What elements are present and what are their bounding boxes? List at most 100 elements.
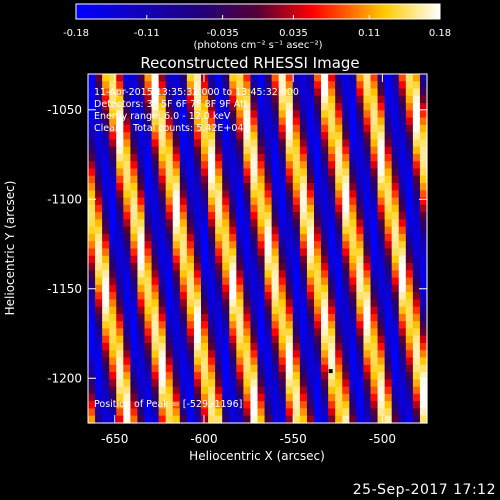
heatmap-cell [165, 204, 174, 213]
heatmap-cell [335, 124, 343, 133]
heatmap-cell [292, 321, 301, 330]
heatmap-cell [179, 328, 188, 337]
heatmap-cell [215, 306, 223, 315]
heatmap-cell [172, 212, 181, 221]
heatmap-cell [299, 233, 308, 242]
heatmap-cell [306, 117, 315, 126]
heatmap-cell [384, 284, 393, 293]
heatmap-cell [419, 248, 428, 257]
heatmap-cell [398, 263, 407, 271]
heatmap-cell [398, 335, 407, 344]
heatmap-cell [285, 183, 294, 191]
heatmap-cell [292, 393, 301, 402]
heatmap-cell [314, 313, 322, 322]
heatmap-cell [208, 328, 216, 337]
heatmap-cell [179, 233, 188, 242]
heatmap-cell [130, 197, 139, 206]
heatmap-cell [165, 343, 174, 351]
heatmap-cell [335, 139, 343, 148]
heatmap-cell [193, 168, 202, 177]
heatmap-cell [306, 74, 315, 82]
heatmap-cell [236, 197, 244, 206]
heatmap-cell [158, 233, 167, 242]
heatmap-cell [95, 364, 103, 373]
heatmap-cell [398, 248, 407, 257]
heatmap-cell [419, 255, 428, 264]
heatmap-cell [130, 81, 139, 90]
heatmap-cell [271, 190, 280, 199]
heatmap-cell [109, 124, 117, 133]
heatmap-cell [186, 255, 195, 264]
heatmap-cell [419, 183, 428, 191]
heatmap-cell [186, 263, 195, 271]
heatmap-cell [229, 190, 237, 199]
heatmap-cell [299, 343, 308, 351]
heatmap-cell [292, 364, 301, 373]
heatmap-cell [250, 263, 259, 271]
heatmap-cell [391, 306, 400, 315]
heatmap-cell [236, 212, 244, 221]
heatmap-cell [208, 408, 216, 417]
heatmap-cell [419, 292, 428, 300]
heatmap-cell [257, 103, 266, 111]
heatmap-cell [405, 372, 414, 380]
heatmap-cell [193, 88, 202, 97]
heatmap-cell [377, 233, 386, 242]
heatmap-cell [130, 386, 139, 395]
heatmap-cell [229, 299, 237, 308]
heatmap-cell [236, 357, 244, 366]
heatmap-cell [299, 270, 308, 279]
heatmap-cell [391, 401, 400, 410]
heatmap-cell [342, 153, 350, 162]
heatmap-cell [250, 132, 259, 141]
heatmap-cell [264, 372, 273, 380]
heatmap-cell [398, 364, 407, 373]
heatmap-cell [398, 197, 407, 206]
heatmap-cell [243, 263, 252, 271]
heatmap-cell [398, 277, 407, 286]
heatmap-cell [95, 357, 103, 366]
heatmap-cell [186, 292, 195, 300]
heatmap-cell [116, 226, 124, 235]
heatmap-cell [208, 88, 216, 97]
heatmap-cell [370, 313, 379, 322]
heatmap-cell [363, 248, 372, 257]
heatmap-cell [144, 321, 153, 330]
heatmap-cell [342, 139, 350, 148]
heatmap-cell [292, 255, 301, 264]
heatmap-cell [292, 248, 301, 257]
heatmap-cell [370, 197, 379, 206]
heatmap-cell [123, 393, 131, 402]
heatmap-cell [229, 306, 237, 315]
heatmap-cell [321, 364, 329, 373]
heatmap-cell [271, 277, 280, 286]
heatmap-cell [179, 132, 188, 141]
heatmap-cell [271, 350, 280, 359]
heatmap-cell [116, 393, 124, 402]
heatmap-cell [243, 321, 252, 330]
heatmap-cell [215, 284, 223, 293]
heatmap-cell [314, 372, 322, 380]
heatmap-cell [314, 74, 322, 82]
heatmap-cell [349, 255, 357, 264]
heatmap-cell [278, 335, 287, 344]
heatmap-cell [165, 190, 174, 199]
heatmap-cell [363, 401, 372, 410]
heatmap-cell [391, 313, 400, 322]
heatmap-cell [419, 88, 428, 97]
heatmap-cell [222, 408, 230, 417]
heatmap-cell [328, 81, 336, 90]
heatmap-cell [278, 226, 287, 235]
heatmap-cell [109, 81, 117, 90]
heatmap-cell [377, 88, 386, 97]
heatmap-cell [271, 233, 280, 242]
heatmap-cell [314, 393, 322, 402]
heatmap-cell [95, 343, 103, 351]
heatmap-cell [278, 393, 287, 402]
annotation-peak-position: Position of Peak = [-529,-1196] [94, 399, 242, 410]
heatmap-cell [109, 103, 117, 111]
heatmap-cell [419, 74, 428, 82]
heatmap-cell [292, 372, 301, 380]
heatmap-cell [165, 183, 174, 191]
